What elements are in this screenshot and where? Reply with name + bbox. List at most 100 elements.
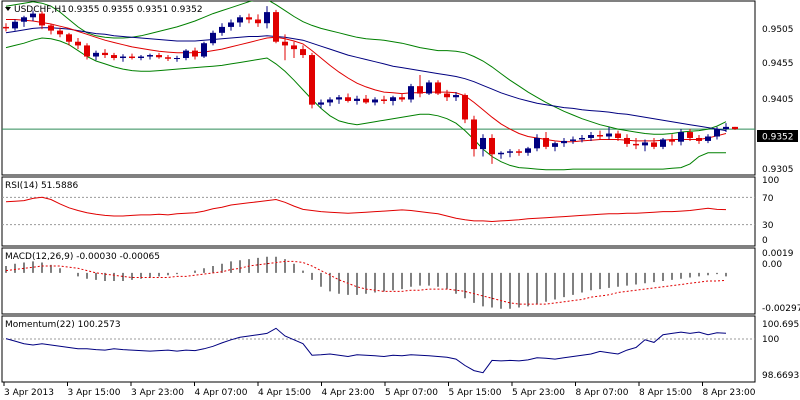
momentum-panel <box>1 315 756 383</box>
candle-body <box>651 142 657 147</box>
candle-body <box>30 13 36 18</box>
time-tick-label: 4 Apr 07:00 <box>195 388 248 398</box>
candle-body <box>237 17 243 23</box>
momentum-label: Momentum(22) 100.2573 <box>5 320 121 330</box>
candle-body <box>615 133 621 138</box>
candle-body <box>210 32 216 44</box>
candle-body <box>93 52 99 57</box>
rsi-plot-layer <box>5 196 727 223</box>
menu-triangle-icon[interactable] <box>5 7 11 11</box>
candle-body <box>444 93 450 98</box>
candle-body <box>21 17 27 22</box>
candle-body <box>426 82 432 94</box>
candle-body <box>201 43 207 57</box>
candle-body <box>57 30 63 35</box>
price-panel <box>1 0 756 176</box>
candle-body <box>228 22 234 27</box>
candle-body <box>705 136 711 141</box>
candle-body <box>633 143 639 146</box>
ohlc-values-label: 0.9355 0.9355 0.9351 0.9352 <box>68 5 203 15</box>
moving-average-slow-line <box>5 27 727 132</box>
candle-body <box>183 50 189 59</box>
rsi-tick-label: 0 <box>762 236 768 246</box>
candle-body <box>678 132 684 142</box>
candle-body <box>552 143 558 147</box>
candle-body <box>129 56 135 59</box>
price-tick-label: 0.9405 <box>762 95 794 105</box>
candle-body <box>462 95 468 120</box>
candle-body <box>138 56 144 59</box>
candle-body <box>219 26 225 33</box>
time-tick-label: 3 Apr 15:00 <box>68 388 121 398</box>
candle-body <box>291 45 297 50</box>
candle-body <box>489 137 495 155</box>
rsi-tick-label: 30 <box>762 221 774 231</box>
candle-body <box>732 126 738 130</box>
momentum-tick-label: 100 <box>762 335 779 345</box>
candle-body <box>390 97 396 101</box>
candle-body <box>273 12 279 42</box>
candle-body <box>579 137 585 140</box>
candle-body <box>588 135 594 138</box>
candle-body <box>120 56 126 59</box>
last-price-label: 0.9352 <box>762 133 794 143</box>
candle-body <box>264 12 270 24</box>
candle-body <box>345 97 351 101</box>
candle-body <box>84 45 90 57</box>
candle-body <box>714 129 720 137</box>
price-plot-layer <box>2 1 755 171</box>
macd-label: MACD(12,26,9) -0.00030 -0.00065 <box>5 252 160 262</box>
bollinger-upper-line <box>5 1 727 135</box>
candle-body <box>174 58 180 60</box>
candle-body <box>381 99 387 101</box>
candle-body <box>516 151 522 153</box>
candle-body <box>363 98 369 103</box>
time-axis: 3 Apr 2013 3 Apr 15:00 3 Apr 23:00 4 Apr 07… <box>3 382 756 398</box>
candle-body <box>48 25 54 31</box>
time-tick-label: 5 Apr 15:00 <box>449 388 502 398</box>
candle-body <box>309 55 315 105</box>
candle-body <box>372 99 378 103</box>
candle-body <box>102 52 108 56</box>
candle-body <box>246 17 252 20</box>
candle-body <box>192 50 198 57</box>
candle-body <box>561 140 567 144</box>
candle-body <box>282 41 288 46</box>
candle-body <box>480 137 486 150</box>
candle-body <box>471 119 477 150</box>
last-price-tag <box>757 130 798 142</box>
macd-tick-label: -0.00297 <box>762 304 800 314</box>
candle-body <box>75 41 81 46</box>
time-tick-label: 8 Apr 07:00 <box>576 388 629 398</box>
rsi-tick-label: 70 <box>762 194 774 204</box>
candle-body <box>318 102 324 105</box>
candle-body <box>435 82 441 94</box>
time-tick-label: 8 Apr 15:00 <box>639 388 692 398</box>
price-tick-label: 0.9305 <box>762 165 794 175</box>
candle-body <box>624 137 630 144</box>
candle-body <box>543 137 549 147</box>
candle-body <box>255 19 261 24</box>
candle-body <box>687 132 693 138</box>
macd-panel <box>1 247 756 315</box>
bollinger-lower-line <box>5 37 726 171</box>
candle-body <box>327 99 333 103</box>
candle-body <box>111 55 117 59</box>
candle-body <box>165 57 171 59</box>
momentum-plot-layer <box>5 327 727 374</box>
candle-body <box>300 49 306 56</box>
candle-body <box>498 152 504 155</box>
candle-body <box>354 98 360 101</box>
candle-body <box>507 151 513 153</box>
candle-body <box>156 55 162 58</box>
macd-signal-line <box>5 260 727 305</box>
candle-body <box>660 139 666 147</box>
candle-body <box>597 135 603 137</box>
candle-body <box>336 97 342 100</box>
time-tick-label: 5 Apr 07:00 <box>385 388 438 398</box>
time-tick-label: 3 Apr 23:00 <box>131 388 184 398</box>
candle-body <box>66 34 72 42</box>
bollinger-middle-line <box>6 19 727 143</box>
